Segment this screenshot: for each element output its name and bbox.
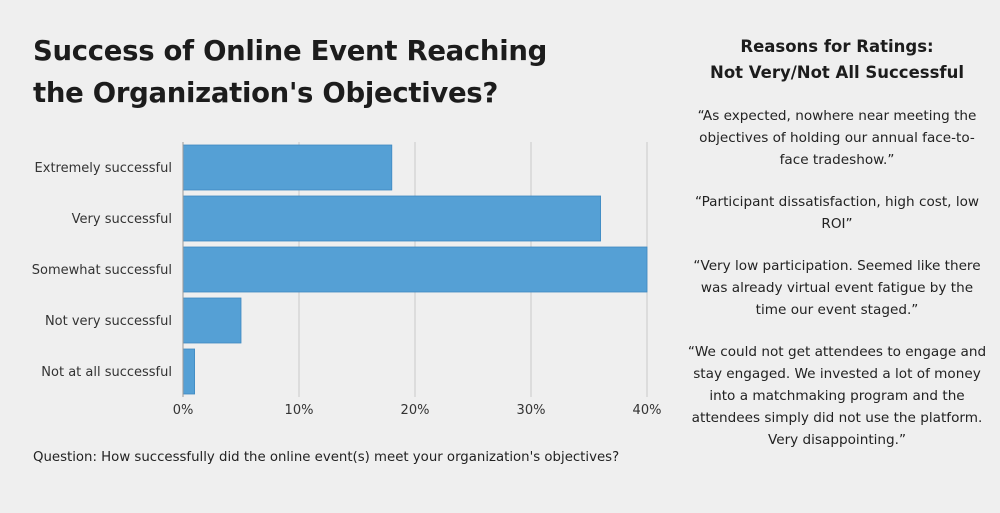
- x-tick-label: 30%: [517, 403, 546, 418]
- quote-2: “Participant dissatisfaction, high cost,…: [694, 194, 980, 232]
- x-tick-label: 10%: [285, 403, 314, 418]
- bar-not-at-all-successful: [182, 348, 195, 395]
- category-label: Extremely successful: [35, 161, 172, 176]
- x-tick-label: 40%: [633, 403, 662, 418]
- bar-chart: 0% 10% 20% 30% 40% Extremely successful Very s…: [32, 142, 662, 418]
- chart-title-line-2: the Organization's Objectives?: [33, 77, 499, 109]
- survey-question: Question: How successfully did the onlin…: [33, 450, 620, 465]
- category-label: Not at all successful: [41, 365, 172, 380]
- reasons-panel: Reasons for Ratings: Not Very/Not All Su…: [686, 34, 988, 471]
- quote-3: “Very low participation. Seemed like the…: [693, 258, 981, 318]
- category-label: Not very successful: [45, 314, 172, 329]
- quote-4: “We could not get attendees to engage an…: [687, 344, 987, 448]
- category-label: Somewhat successful: [32, 263, 172, 278]
- reasons-title-line-2: Not Very/Not All Successful: [710, 63, 964, 82]
- bar-not-very-successful: [182, 297, 242, 344]
- category-label: Very successful: [72, 212, 172, 227]
- reasons-title-line-1: Reasons for Ratings:: [740, 37, 934, 56]
- chart-title-line-1: Success of Online Event Reaching: [33, 35, 548, 67]
- reasons-title: Reasons for Ratings: Not Very/Not All Su…: [686, 34, 988, 86]
- bar-very-successful: [182, 195, 602, 242]
- x-tick-label: 0%: [173, 403, 194, 418]
- x-tick-label: 20%: [401, 403, 430, 418]
- bar-somewhat-successful: [182, 246, 648, 293]
- bar-extremely-successful: [182, 144, 393, 191]
- quote-1: “As expected, nowhere near meeting the o…: [697, 108, 977, 168]
- chart-title: Success of Online Event Reaching the Org…: [33, 30, 633, 114]
